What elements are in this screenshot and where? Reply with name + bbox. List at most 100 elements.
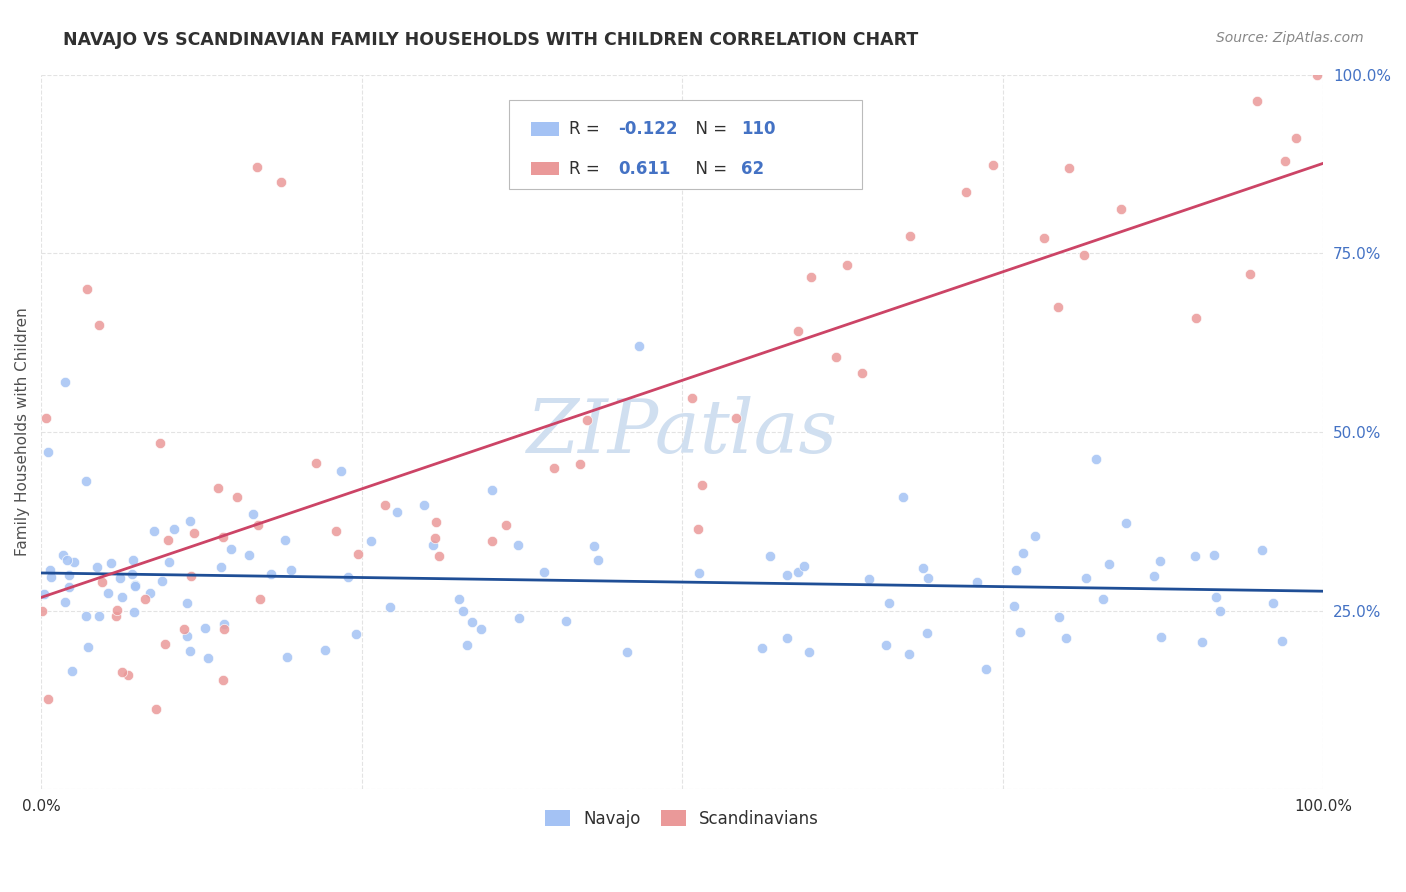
- Point: [447, 592, 470, 607]
- Point: [1115, 516, 1137, 531]
- Point: [1239, 267, 1261, 281]
- Text: N =: N =: [685, 120, 733, 138]
- Point: [246, 161, 269, 175]
- Point: [77, 640, 100, 654]
- Point: [851, 366, 873, 380]
- Point: [1057, 161, 1080, 175]
- Point: [1085, 452, 1108, 467]
- Point: [1047, 300, 1070, 314]
- Point: [508, 538, 530, 552]
- Point: [211, 530, 233, 544]
- Point: [97, 586, 120, 600]
- Point: [246, 517, 269, 532]
- Point: [1143, 569, 1166, 583]
- Point: [270, 175, 292, 189]
- Point: [891, 490, 914, 504]
- Point: [481, 483, 503, 498]
- Point: [688, 566, 710, 580]
- Point: [360, 533, 382, 548]
- Point: [981, 159, 1004, 173]
- Point: [56, 553, 79, 567]
- Point: [966, 575, 988, 590]
- Point: [1054, 631, 1077, 645]
- Point: [385, 505, 408, 519]
- Point: [179, 644, 201, 658]
- Point: [1250, 543, 1272, 558]
- Point: [305, 457, 328, 471]
- Point: [380, 599, 402, 614]
- Point: [1191, 635, 1213, 649]
- Point: [39, 563, 62, 577]
- Text: N =: N =: [685, 160, 733, 178]
- Point: [75, 475, 97, 489]
- Point: [1285, 131, 1308, 145]
- Point: [325, 524, 347, 538]
- Point: [207, 481, 229, 495]
- Point: [39, 570, 62, 584]
- Point: [1076, 571, 1098, 585]
- FancyBboxPatch shape: [509, 100, 862, 189]
- Point: [62, 555, 84, 569]
- Point: [31, 604, 53, 618]
- Point: [1047, 610, 1070, 624]
- Point: [150, 574, 173, 588]
- Point: [1185, 311, 1208, 326]
- Point: [1274, 153, 1296, 168]
- Point: [1202, 548, 1225, 562]
- Point: [915, 626, 938, 640]
- Text: R =: R =: [569, 160, 606, 178]
- Point: [212, 616, 235, 631]
- Point: [751, 641, 773, 656]
- Point: [1149, 554, 1171, 568]
- Point: [124, 579, 146, 593]
- Point: [197, 651, 219, 665]
- Point: [1032, 230, 1054, 244]
- Point: [212, 673, 235, 687]
- Point: [176, 629, 198, 643]
- Point: [242, 507, 264, 521]
- Point: [725, 411, 748, 425]
- Point: [1149, 631, 1171, 645]
- Text: R =: R =: [569, 120, 606, 138]
- Point: [121, 566, 143, 581]
- Point: [209, 560, 232, 574]
- Point: [53, 375, 76, 389]
- Point: [111, 665, 134, 679]
- Point: [451, 604, 474, 618]
- Point: [145, 701, 167, 715]
- Point: [481, 534, 503, 549]
- Point: [569, 457, 592, 471]
- Point: [60, 665, 83, 679]
- Point: [470, 623, 492, 637]
- Point: [1109, 202, 1132, 216]
- Point: [787, 566, 810, 580]
- Point: [148, 436, 170, 450]
- Point: [374, 498, 396, 512]
- Point: [1010, 624, 1032, 639]
- Point: [800, 270, 823, 285]
- Point: [280, 564, 302, 578]
- Point: [955, 185, 977, 199]
- Point: [219, 542, 242, 557]
- Point: [976, 662, 998, 676]
- Point: [681, 391, 703, 405]
- Point: [183, 526, 205, 541]
- Point: [456, 638, 478, 652]
- Text: ZIPatlas: ZIPatlas: [527, 396, 838, 468]
- Point: [1271, 634, 1294, 648]
- Point: [87, 609, 110, 624]
- Point: [173, 622, 195, 636]
- Point: [124, 578, 146, 592]
- Point: [122, 605, 145, 619]
- Point: [35, 410, 58, 425]
- Point: [423, 531, 446, 545]
- Point: [427, 549, 450, 564]
- Point: [37, 691, 59, 706]
- Point: [586, 552, 609, 566]
- Point: [117, 668, 139, 682]
- Point: [100, 556, 122, 570]
- Text: Source: ZipAtlas.com: Source: ZipAtlas.com: [1216, 31, 1364, 45]
- Point: [58, 580, 80, 594]
- Point: [1098, 558, 1121, 572]
- Point: [260, 567, 283, 582]
